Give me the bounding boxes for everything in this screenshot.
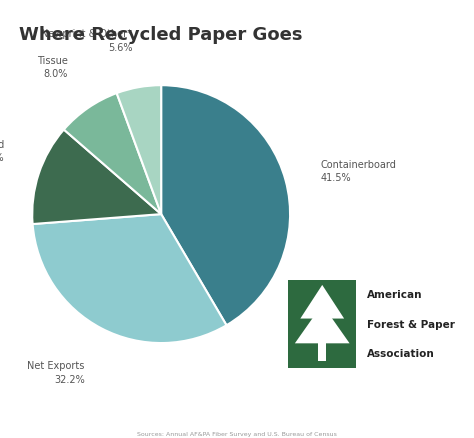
Wedge shape	[161, 86, 290, 325]
Text: Association: Association	[367, 349, 435, 359]
Text: Newprint & Other*
5.6%: Newprint & Other* 5.6%	[41, 29, 132, 53]
Text: Tissue
8.0%: Tissue 8.0%	[36, 56, 67, 79]
Wedge shape	[32, 130, 161, 225]
Polygon shape	[295, 305, 350, 343]
Title: Where Recycled Paper Goes: Where Recycled Paper Goes	[19, 26, 303, 44]
Text: Sources: Annual AF&PA Fiber Survey and U.S. Bureau of Census: Sources: Annual AF&PA Fiber Survey and U…	[137, 431, 337, 436]
Polygon shape	[301, 285, 344, 319]
Wedge shape	[64, 94, 161, 215]
Text: Forest & Paper: Forest & Paper	[367, 319, 455, 329]
Bar	[318, 343, 326, 361]
Wedge shape	[33, 215, 227, 343]
Wedge shape	[117, 86, 161, 215]
Text: American: American	[367, 290, 423, 300]
Text: Boxboard
12.6%: Boxboard 12.6%	[0, 140, 4, 163]
Text: Containerboard
41.5%: Containerboard 41.5%	[320, 160, 396, 183]
Text: Net Exports
32.2%: Net Exports 32.2%	[27, 360, 85, 384]
FancyBboxPatch shape	[288, 280, 356, 368]
